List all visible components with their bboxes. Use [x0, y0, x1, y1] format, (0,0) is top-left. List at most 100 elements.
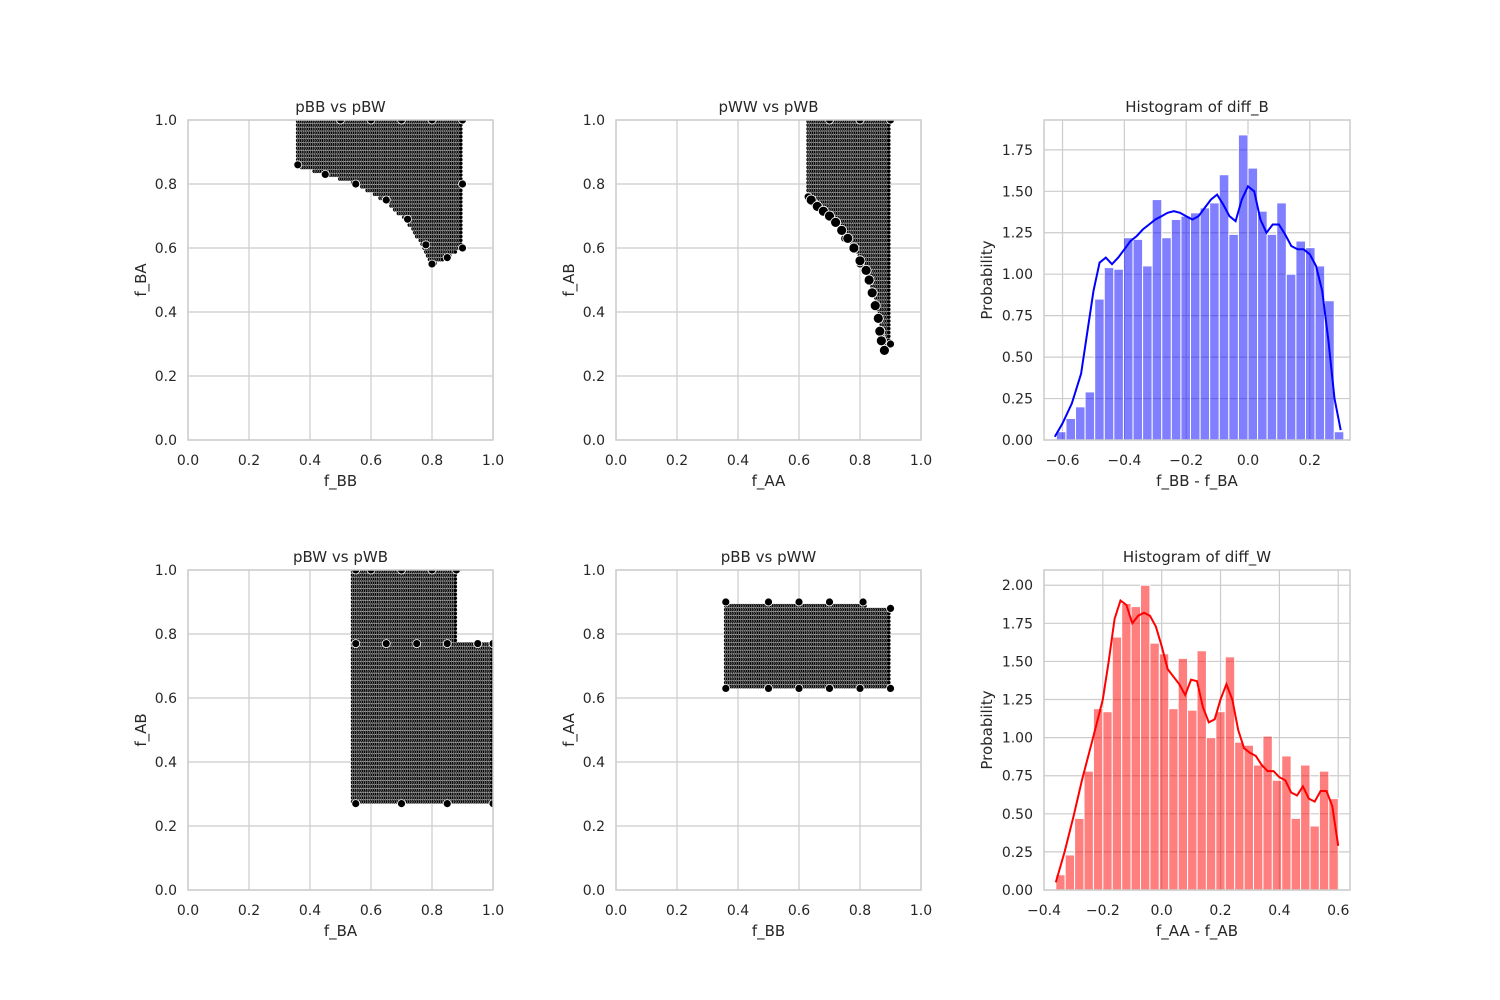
scatter-point	[886, 149, 892, 155]
scatter-point	[886, 203, 892, 209]
scatter-point	[886, 295, 892, 301]
scatter-point	[886, 176, 892, 182]
scatter-point	[886, 141, 892, 147]
subplot-3: −0.6 −0.4 −0.2 0.0 0.20.000.250.500.751.001.…	[978, 98, 1351, 491]
x-tick-label: 0.2	[666, 453, 688, 469]
histogram-bar	[1132, 238, 1144, 440]
axes-frame	[187, 119, 494, 441]
y-tick-label: 0.50	[1002, 350, 1033, 366]
kde-line	[1053, 184, 1342, 438]
scatter-point	[458, 237, 464, 243]
scatter-point	[886, 184, 892, 189]
scatter-point	[458, 168, 464, 174]
plot-area	[1053, 134, 1345, 440]
scatter-point	[458, 207, 464, 212]
scatter-point	[886, 264, 892, 270]
scatter-point	[458, 172, 464, 178]
x-tick-label: 0.6	[788, 453, 810, 469]
histogram-bar	[1094, 298, 1105, 440]
x-axis-label: f_BB - f_BA	[1156, 472, 1238, 491]
scatter-point	[886, 191, 892, 197]
x-tick-label: 0.0	[605, 453, 627, 469]
y-axis-label: f_AB	[560, 263, 579, 296]
scatter-point	[886, 261, 892, 266]
x-tick-label: 1.0	[482, 453, 504, 469]
scatter-point	[886, 134, 892, 139]
plot-area	[293, 120, 467, 269]
histogram-bar	[1304, 247, 1316, 440]
x-tick-label: 0.2	[238, 903, 260, 919]
scatter-point	[886, 153, 892, 159]
histogram-bar	[1170, 218, 1182, 440]
scatter-point	[458, 234, 464, 239]
scatter-point	[886, 126, 892, 132]
plot-area	[350, 570, 493, 808]
scatter-point	[458, 222, 464, 228]
scatter-point	[886, 161, 892, 166]
scatter-point	[452, 249, 458, 255]
y-tick-label: 0.2	[155, 369, 177, 385]
scatter-point	[458, 214, 464, 220]
scatter-point	[886, 172, 892, 178]
plot-area	[803, 120, 895, 356]
x-axis-label: f_BB	[324, 472, 357, 491]
y-axis-label: Probability	[978, 240, 996, 319]
scatter-point	[875, 335, 887, 347]
subplot-4: 0.0 0.2 0.4 0.6 0.8 1.00.00.20.40.60.81.0pBW …	[132, 548, 504, 941]
x-tick-label: 0.2	[1299, 453, 1321, 469]
scatter-point	[458, 188, 464, 193]
scatter-point	[854, 255, 866, 267]
scatter-point	[886, 218, 892, 224]
x-tick-label: 0.6	[360, 903, 382, 919]
scatter-point	[869, 300, 881, 312]
scatter-point	[886, 280, 892, 285]
histogram-bar	[1180, 215, 1192, 440]
y-tick-label: 0.8	[583, 177, 605, 193]
y-tick-label: 0.0	[583, 433, 605, 449]
x-tick-label: 0.0	[177, 903, 199, 919]
scatter-point	[458, 141, 464, 147]
scatter-point	[293, 160, 303, 170]
histogram-bar	[1228, 233, 1239, 440]
y-tick-label: 1.00	[1002, 267, 1033, 283]
histogram-bar	[1113, 268, 1124, 440]
scatter-point	[886, 330, 892, 335]
y-axis-label: f_BA	[132, 263, 151, 297]
scatter-point	[886, 339, 895, 349]
subplot-title: pBB vs pBW	[295, 98, 386, 116]
scatter-point	[860, 264, 872, 276]
scatter-point	[366, 120, 376, 125]
x-tick-label: −0.4	[1107, 453, 1141, 469]
scatter-point	[458, 157, 464, 162]
x-tick-label: 1.0	[482, 903, 504, 919]
scatter-point	[427, 120, 437, 125]
scatter-point	[458, 199, 464, 205]
y-tick-label: 1.0	[155, 113, 177, 129]
scatter-point	[848, 242, 860, 254]
scatter-point	[381, 195, 391, 205]
histogram-bar	[1190, 212, 1201, 440]
scatter-point	[886, 211, 892, 216]
scatter-point	[421, 240, 431, 250]
y-tick-label: 0.8	[155, 177, 177, 193]
scatter-point	[855, 120, 865, 125]
histogram-bar	[1084, 391, 1096, 440]
x-tick-label: 1.0	[910, 453, 932, 469]
scatter-point	[458, 230, 464, 235]
y-tick-label: 0.25	[1002, 392, 1033, 408]
x-axis-label: f_AA	[752, 472, 786, 491]
scatter-point	[886, 214, 892, 220]
scatter-point	[886, 222, 892, 228]
scatter-point	[458, 218, 464, 224]
scatter-point	[886, 199, 892, 205]
histogram-bar	[1333, 431, 1345, 440]
y-tick-label: 0.2	[583, 369, 605, 385]
scatter-point	[886, 130, 892, 136]
axes-frame	[1043, 119, 1351, 441]
y-tick-label: 1.50	[1002, 184, 1033, 200]
scatter-point	[886, 299, 892, 305]
scatter-point	[403, 214, 413, 224]
scatter-point	[427, 259, 437, 269]
scatter-point	[458, 161, 464, 166]
y-tick-label: 0.0	[155, 883, 177, 899]
